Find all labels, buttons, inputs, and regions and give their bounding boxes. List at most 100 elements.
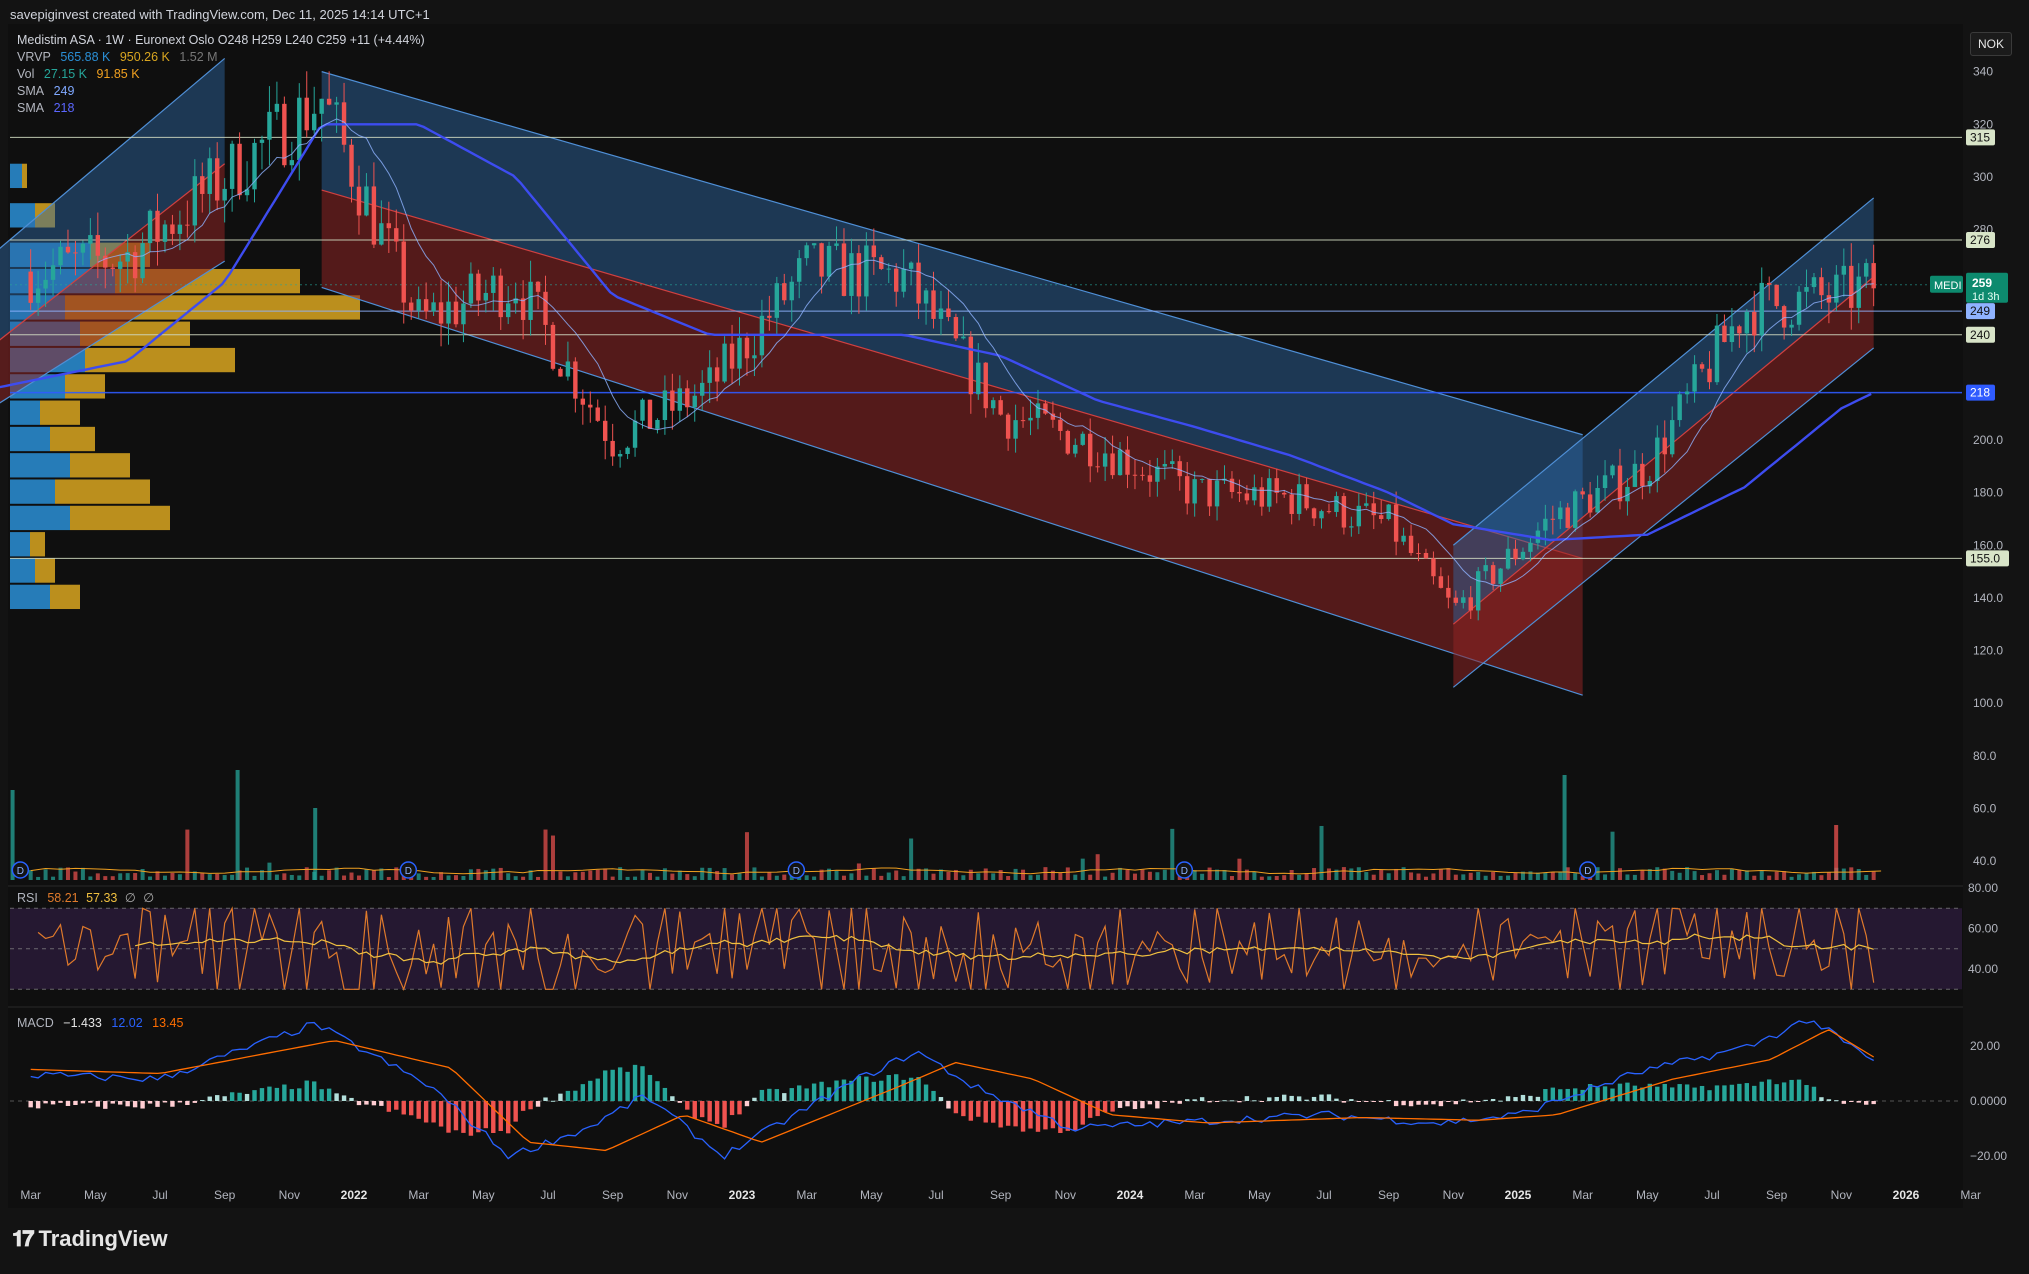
candle-body bbox=[1632, 463, 1638, 487]
macd-histogram-bar bbox=[871, 1081, 877, 1101]
candle-body bbox=[1520, 551, 1526, 560]
volume-bar bbox=[327, 870, 332, 880]
candle-body bbox=[789, 281, 794, 301]
volume-bar bbox=[1789, 876, 1794, 880]
macd-histogram-bar bbox=[1692, 1087, 1697, 1101]
symbol-line: Medistim ASA · 1W · Euronext Oslo O248 H… bbox=[17, 33, 425, 47]
channel-lower-zone bbox=[321, 190, 1583, 696]
macd-histogram-bar bbox=[714, 1101, 720, 1124]
candle-body bbox=[1155, 466, 1160, 482]
macd-histogram-bar bbox=[864, 1076, 869, 1101]
dividend-marker-icon[interactable] bbox=[1579, 861, 1597, 879]
tradingview-brand[interactable]: 𝟏𝟕 TradingView bbox=[12, 1226, 168, 1252]
dividend-marker-label: D bbox=[17, 866, 24, 877]
candle-body bbox=[1767, 282, 1772, 285]
volume-spike bbox=[10, 790, 15, 880]
candle-body bbox=[1684, 391, 1690, 395]
vrvp-up-bar bbox=[10, 426, 50, 452]
candle-body bbox=[192, 176, 198, 226]
candle-body bbox=[88, 235, 93, 244]
volume-bar bbox=[1438, 869, 1443, 880]
candle-body bbox=[677, 388, 683, 411]
vrvp-up-bar bbox=[10, 400, 40, 425]
sma-long-line bbox=[0, 123, 1872, 542]
volume-spike bbox=[235, 770, 240, 880]
time-axis-tick: 2024 bbox=[1117, 1188, 1144, 1202]
volume-bar bbox=[1722, 874, 1727, 880]
volume-bar bbox=[1737, 870, 1742, 880]
volume-bar bbox=[1565, 867, 1570, 880]
dividend-marker-icon[interactable] bbox=[787, 861, 806, 879]
volume-bar bbox=[886, 872, 891, 880]
dividend-marker-icon[interactable] bbox=[399, 861, 418, 879]
candle-body bbox=[80, 243, 86, 253]
candle-body bbox=[1737, 326, 1742, 334]
candle-body bbox=[1393, 504, 1399, 542]
candle-body bbox=[916, 262, 921, 304]
candle-body bbox=[73, 252, 78, 254]
candle-body bbox=[50, 265, 56, 280]
volume-bar bbox=[476, 868, 481, 880]
volume-bar bbox=[1535, 872, 1540, 880]
macd-histogram-bar bbox=[394, 1101, 399, 1110]
volume-bar bbox=[662, 868, 667, 880]
candle-body bbox=[774, 283, 780, 318]
time-axis-tick: Nov bbox=[1055, 1188, 1076, 1202]
macd-histogram-bar bbox=[1774, 1084, 1779, 1101]
macd-histogram-bar bbox=[938, 1097, 944, 1101]
level-price-label-bg bbox=[1966, 550, 2009, 567]
candle-body bbox=[550, 324, 556, 369]
macd-histogram-bar bbox=[297, 1088, 302, 1101]
candle-body bbox=[1035, 403, 1041, 418]
candle-body bbox=[1282, 492, 1287, 495]
price-axis-tick: 80.0 bbox=[1973, 749, 1997, 763]
macd-histogram-bar bbox=[991, 1101, 996, 1123]
vrvp-down-bar bbox=[22, 163, 27, 189]
volume-bar bbox=[1207, 867, 1212, 880]
volume-bar bbox=[185, 829, 190, 880]
volume-bar bbox=[1744, 870, 1749, 880]
candle-body bbox=[685, 388, 690, 408]
dividend-marker-icon[interactable] bbox=[11, 861, 30, 879]
volume-bar bbox=[1065, 867, 1070, 880]
candle-body bbox=[215, 158, 220, 201]
volume-bar bbox=[1573, 873, 1578, 880]
level-price-label-bg bbox=[1966, 326, 1995, 343]
volume-bar bbox=[1423, 876, 1428, 880]
macd-histogram-bar bbox=[655, 1081, 660, 1101]
dividend-marker-icon[interactable] bbox=[1175, 861, 1194, 879]
time-axis-tick: Jul bbox=[928, 1188, 943, 1202]
volume-bar bbox=[342, 875, 347, 880]
candle-body bbox=[513, 298, 518, 304]
macd-histogram-bar bbox=[229, 1092, 235, 1101]
vrvp-up-bar bbox=[10, 453, 70, 478]
macd-histogram-bar bbox=[50, 1101, 56, 1105]
volume-bar bbox=[521, 876, 526, 880]
volume-bar bbox=[1453, 874, 1458, 880]
macd-histogram-bar bbox=[931, 1090, 936, 1101]
candle-body bbox=[1677, 394, 1682, 421]
candle-body bbox=[655, 419, 660, 429]
candle-body bbox=[274, 103, 280, 112]
candle-body bbox=[1841, 265, 1847, 275]
rsi-ma-line bbox=[134, 933, 1874, 965]
volume-bar bbox=[1215, 869, 1220, 880]
rsi-axis-tick: 60.00 bbox=[1968, 922, 1998, 936]
volume-bar bbox=[1229, 876, 1234, 880]
candle-body bbox=[1505, 548, 1511, 569]
macd-histogram-bar bbox=[319, 1089, 324, 1101]
candle-body bbox=[670, 390, 675, 411]
candle-body bbox=[1774, 284, 1779, 307]
currency-button[interactable]: NOK bbox=[1970, 32, 2012, 56]
macd-histogram-bar bbox=[1043, 1101, 1048, 1130]
channel-lower-zone bbox=[1453, 276, 1874, 688]
volume-bar bbox=[304, 867, 309, 880]
volume-bar bbox=[938, 869, 943, 880]
macd-histogram-bar bbox=[1468, 1101, 1473, 1103]
candle-body bbox=[446, 301, 451, 324]
candle-body bbox=[1670, 420, 1675, 455]
macd-histogram-bar bbox=[722, 1101, 727, 1128]
candle-body bbox=[155, 210, 160, 242]
